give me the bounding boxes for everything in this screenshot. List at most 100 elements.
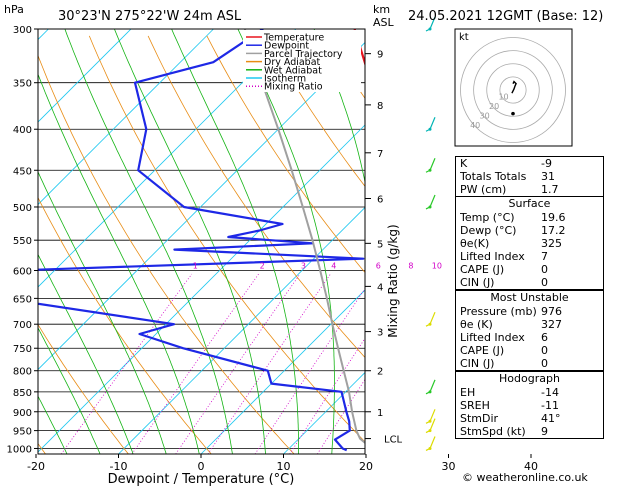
storm-motion-marker (511, 111, 515, 116)
isotherm (283, 371, 365, 454)
pressure-tick-label: 800 (13, 367, 32, 378)
series-line-parcel-trajectory (243, 29, 365, 445)
index-row: StmDir 41° (456, 412, 603, 425)
index-label: θe(K) (460, 237, 490, 250)
wind-barb-staff (429, 116, 436, 130)
hodograph-ring-label: 40 (470, 121, 480, 130)
temperature-tick-label: 30 (442, 460, 456, 473)
index-label: Lifted Index (460, 331, 525, 344)
index-label: CIN (J) (460, 276, 495, 289)
hodograph-ring (486, 63, 540, 117)
index-row: Lifted Index 6 (456, 331, 603, 344)
pressure-tick-label: 650 (13, 294, 32, 305)
legend-entry: Isotherm (264, 74, 306, 85)
pressure-tick-label: 300 (13, 25, 32, 36)
index-label: θe (K) (460, 318, 493, 331)
wind-barb-base (428, 419, 432, 423)
index-row: SREH -11 (456, 399, 603, 412)
index-label: PW (cm) (460, 183, 507, 196)
index-row: CAPE (J) 0 (456, 263, 603, 276)
pressure-tick-label: 950 (13, 427, 32, 438)
mixing-ratio-label: 6 (376, 261, 381, 270)
hodograph-section: Hodograph EH -14 SREH -11 StmDir 41° StmSpd (k… (455, 371, 604, 439)
temperature-tick-label: 20 (359, 460, 373, 473)
dry-adiabat (147, 35, 365, 359)
hodograph-trace (511, 80, 517, 94)
dry-adiabat (38, 323, 129, 454)
wet-adiabat (38, 171, 167, 454)
pressure-tick-label: 750 (13, 344, 32, 355)
km-tick-label: 2 (377, 367, 383, 378)
dry-adiabat (265, 35, 365, 187)
most-unstable-section: Most Unstable Pressure (mb) 976 θe (K) 327 L… (455, 290, 604, 371)
pressure-tick-label: 450 (13, 166, 32, 177)
index-label: EH (460, 386, 476, 399)
index-label: Temp (°C) (460, 211, 515, 224)
hodograph-ring-label: 30 (480, 111, 490, 120)
isotherm (38, 124, 365, 453)
dry-adiabat (88, 35, 365, 443)
wind-barb-base (428, 27, 432, 31)
mixing-ratio-label: 10 (432, 261, 442, 270)
series-line-dewpoint (38, 29, 365, 452)
basic-indices: K -9 Totals Totals 31 PW (cm) 1.7 (456, 157, 603, 196)
mixing-ratio-label: 1 (193, 261, 198, 270)
most-unstable-title: Most Unstable (490, 291, 569, 304)
index-row: Temp (°C) 19.6 (456, 211, 603, 224)
index-value: 6 (541, 331, 548, 344)
index-row: StmSpd (kt) 9 (456, 425, 603, 438)
mixing-ratio-line (60, 273, 193, 454)
hpa-unit-label: hPa (4, 3, 24, 16)
km-tick-label: 1 (377, 408, 383, 419)
index-label: StmSpd (kt) (460, 425, 526, 438)
x-axis-label: Dewpoint / Temperature (°C) (108, 472, 295, 486)
mixing-ratio-line (254, 287, 365, 454)
mixing-ratio-label: 3 (301, 261, 306, 270)
location-title: 30°23'N 275°22'W 24m ASL (58, 9, 242, 24)
index-row: K -9 (456, 157, 603, 170)
mixing-ratio-line (131, 273, 259, 454)
km-unit-label: km (373, 3, 390, 16)
pressure-tick-label: 400 (13, 125, 32, 136)
pressure-tick-label: 600 (13, 266, 32, 277)
isotherm (38, 29, 297, 288)
wind-barb-base (428, 322, 432, 326)
index-label: SREH (460, 399, 490, 412)
legend-entry: Temperature (263, 33, 324, 44)
mixing-ratio-line (289, 337, 365, 454)
index-value: 9 (541, 425, 548, 438)
isotherm (38, 41, 365, 371)
wet-adiabat (114, 29, 266, 454)
index-value: 31 (541, 170, 555, 183)
wind-barb-staff (429, 158, 436, 171)
wind-barb-base (428, 446, 432, 450)
wind-barbs (425, 16, 436, 452)
index-row: CIN (J) 0 (456, 276, 603, 289)
isotherm (614, 29, 629, 454)
index-row: Lifted Index 7 (456, 250, 603, 263)
hodograph-title: Hodograph (499, 372, 560, 385)
sounding-lines (38, 29, 365, 452)
index-label: K (460, 157, 468, 170)
surface-title: Surface (508, 197, 551, 210)
index-value: 19.6 (541, 211, 566, 224)
index-row: CIN (J) 0 (456, 357, 603, 370)
temperature-tick-label: 40 (524, 460, 538, 473)
index-value: 0 (541, 357, 548, 370)
index-value: 325 (541, 237, 562, 250)
wet-adiabat (397, 29, 426, 455)
hodograph-ring (473, 50, 553, 130)
wet-adiabat (64, 29, 233, 454)
index-label: CIN (J) (460, 357, 495, 370)
index-label: CAPE (J) (460, 344, 505, 357)
pressure-tick-label: 900 (13, 408, 32, 419)
index-value: 0 (541, 263, 548, 276)
wet-adiabat (38, 327, 101, 454)
dry-adiabat (38, 196, 212, 454)
index-label: CAPE (J) (460, 263, 505, 276)
index-row: θe (K) 327 (456, 318, 603, 331)
wind-barb-staff (429, 311, 436, 325)
index-row: Totals Totals 31 (456, 170, 603, 183)
surface-section: Surface Temp (°C) 19.6 Dewp (°C) 17.2 θe(K) 3… (455, 196, 604, 290)
plot-frame (37, 28, 366, 455)
